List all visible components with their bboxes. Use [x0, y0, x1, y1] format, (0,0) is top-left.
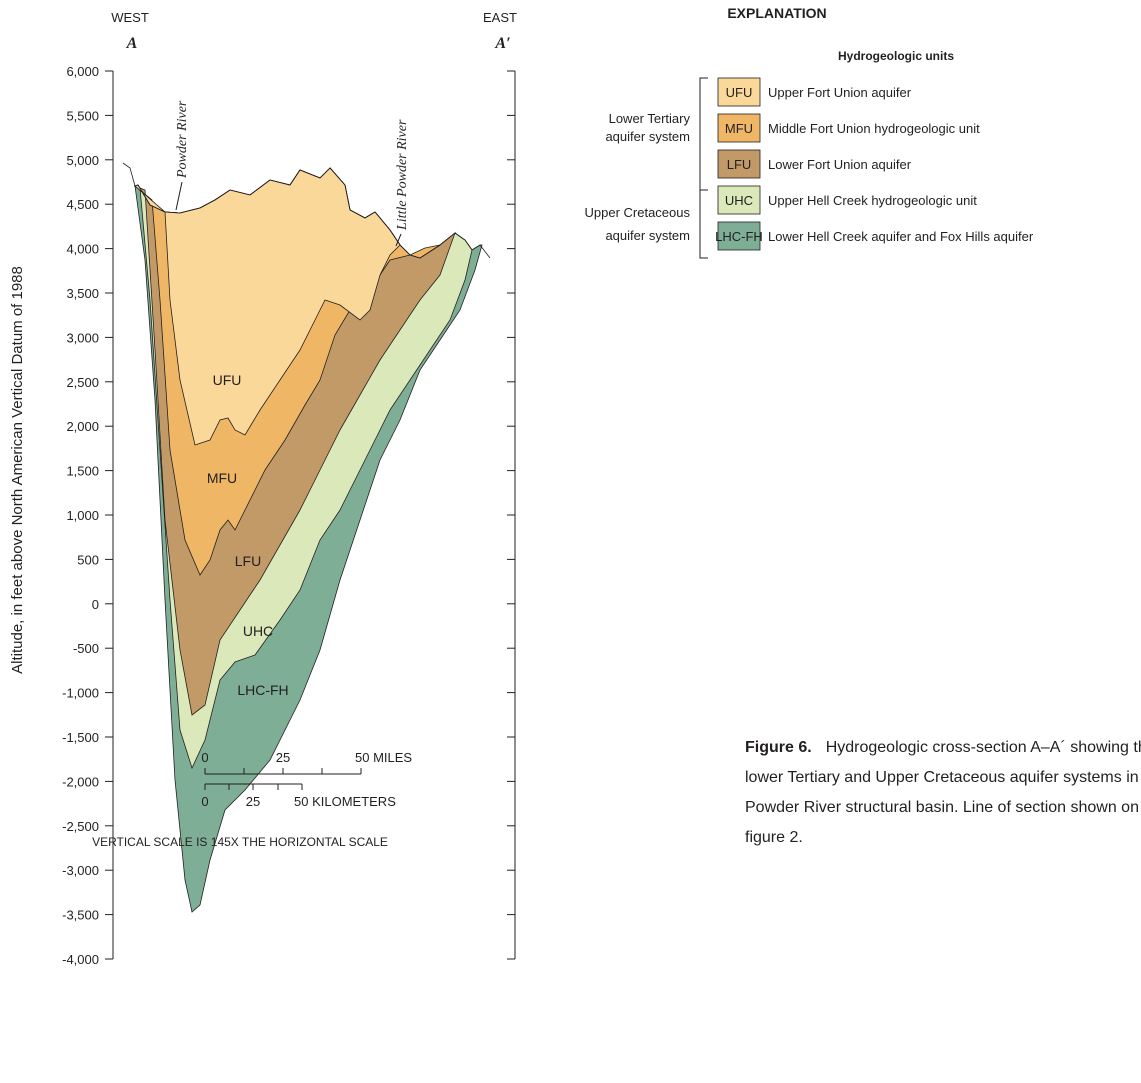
- west-letter: A: [126, 35, 138, 52]
- tick-label: -2,500: [62, 819, 99, 834]
- tick-label: 1,000: [66, 508, 99, 523]
- scale-label: 50 KILOMETERS: [294, 794, 396, 809]
- axis-title: Altitude, in feet above North American V…: [9, 266, 26, 674]
- tick-label: 1,500: [66, 464, 99, 479]
- unit-label: UFU: [213, 372, 242, 388]
- legend-code: UHC: [725, 193, 753, 208]
- page: WEST A EAST A′ Altitude, in feet above N…: [0, 0, 1141, 1078]
- legend-title: EXPLANATION: [727, 5, 826, 21]
- legend-subtitle: Hydrogeologic units: [838, 49, 954, 63]
- legend-code: MFU: [725, 121, 753, 136]
- caption-line: Hydrogeologic cross-section A–A´ showing…: [826, 739, 1141, 756]
- scale-label: 25: [276, 750, 290, 765]
- scale-label: 0: [201, 750, 208, 765]
- tick-label: -2,000: [62, 774, 99, 789]
- east-label: EAST: [483, 10, 517, 25]
- tick-label: 500: [77, 552, 99, 567]
- river-label: Powder River: [175, 100, 190, 179]
- unit-label: UHC: [243, 623, 273, 639]
- unit-label: LFU: [235, 553, 261, 569]
- tick-label: -3,000: [62, 863, 99, 878]
- tick-label: -500: [73, 641, 99, 656]
- tick-label: 4,000: [66, 242, 99, 257]
- legend-text: Lower Hell Creek aquifer and Fox Hills a…: [768, 229, 1034, 244]
- river-label: Little Powder River: [395, 119, 410, 231]
- legend-code: LFU: [727, 157, 752, 172]
- tick-label: -1,500: [62, 730, 99, 745]
- legend: UFU Upper Fort Union aquifer MFU Middle For…: [715, 78, 1034, 250]
- group-label: Lower Tertiary: [609, 111, 691, 126]
- scale-label: 25: [246, 794, 260, 809]
- legend-text: Lower Fort Union aquifer: [768, 157, 912, 172]
- tick-label: 3,000: [66, 330, 99, 345]
- caption-line: figure 2.: [745, 829, 803, 846]
- leader: [176, 182, 182, 210]
- scale-label: 0: [201, 794, 208, 809]
- legend-text: Upper Fort Union aquifer: [768, 85, 912, 100]
- tick-label: 0: [92, 597, 99, 612]
- tick-label: -1,000: [62, 686, 99, 701]
- west-label: WEST: [111, 10, 149, 25]
- tick-label: 2,000: [66, 419, 99, 434]
- scale-note: VERTICAL SCALE IS 145X THE HORIZONTAL SC…: [92, 835, 388, 849]
- tick-label: 5,000: [66, 153, 99, 168]
- tick-label: 6,000: [66, 64, 99, 79]
- east-letter: A′: [494, 35, 510, 52]
- tick-label: 4,500: [66, 197, 99, 212]
- group-label: Upper Cretaceous: [585, 205, 691, 220]
- tick-label: 2,500: [66, 375, 99, 390]
- legend-code: LHC-FH: [715, 229, 763, 244]
- legend-code: UFU: [726, 85, 753, 100]
- group-label: aquifer system: [605, 228, 690, 243]
- tick-label: 3,500: [66, 286, 99, 301]
- caption-line: lower Tertiary and Upper Cretaceous aqui…: [745, 769, 1141, 786]
- caption: Figure 6. Hydrogeologic cross-section A–A…: [745, 739, 1141, 756]
- unit-label: MFU: [207, 470, 237, 486]
- caption-line: Powder River structural basin. Line of s…: [745, 799, 1139, 816]
- legend-text: Upper Hell Creek hydrogeologic unit: [768, 193, 977, 208]
- legend-text: Middle Fort Union hydrogeologic unit: [768, 121, 980, 136]
- figure: WEST A EAST A′ Altitude, in feet above N…: [0, 0, 1141, 1078]
- group-label: aquifer system: [605, 129, 690, 144]
- tick-label: 5,500: [66, 108, 99, 123]
- unit-label: LHC-FH: [237, 682, 288, 698]
- tick-label: -4,000: [62, 952, 99, 967]
- caption-label: Figure 6.: [745, 739, 812, 756]
- tick-label: -3,500: [62, 908, 99, 923]
- scale-label: 50 MILES: [355, 750, 412, 765]
- bracket: [700, 78, 708, 258]
